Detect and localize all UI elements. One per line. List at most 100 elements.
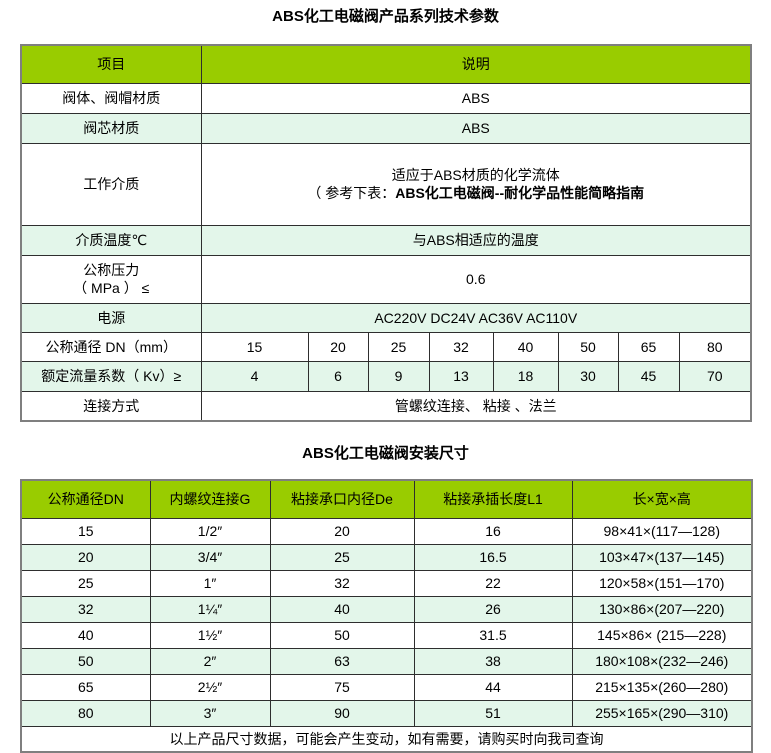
install-dims-title: ABS化工电磁阀安装尺寸 [302, 445, 469, 462]
table-row: 80 3″ 90 51 255×165×(290—310) [20, 699, 753, 727]
kv-value: 13 [428, 360, 494, 392]
dn-value: 25 [367, 331, 430, 362]
param-value: ABS [200, 82, 752, 114]
header-item: 项目 [20, 44, 202, 84]
tech-params-title: ABS化工电磁阀产品系列技术参数 [272, 8, 499, 25]
cell-thread: 3/4″ [149, 543, 271, 571]
install-dims-table: 公称通径DN 内螺纹连接G 粘接承口内径De 粘接承插长度L1 长×宽×高 15… [20, 479, 753, 753]
table-row: 32 1¼″ 40 26 130×86×(207—220) [20, 595, 753, 623]
cell-lwh: 255×165×(290—310) [571, 699, 753, 727]
kv-value: 45 [617, 360, 680, 392]
cell-dn: 40 [20, 621, 151, 649]
dn-value: 65 [617, 331, 680, 362]
param-value: 适应于ABS材质的化学流体 （ 参考下表：ABS化工电磁阀--耐化学品性能简略指… [200, 142, 752, 226]
cell-thread: 2½″ [149, 673, 271, 701]
cell-de: 32 [269, 569, 415, 597]
table-row-power: 电源 AC220V DC24V AC36V AC110V [20, 302, 752, 333]
cell-l1: 26 [413, 595, 573, 623]
table-row: 20 3/4″ 25 16.5 103×47×(137—145) [20, 543, 753, 571]
table-row-pressure: 公称压力 （ MPa ） ≤ 0.6 [20, 254, 752, 304]
cell-dn: 65 [20, 673, 151, 701]
param-label: 介质温度℃ [20, 224, 202, 256]
cell-l1: 31.5 [413, 621, 573, 649]
table-row: 65 2½″ 75 44 215×135×(260—280) [20, 673, 753, 701]
table-row-dn: 公称通径 DN（mm） 15 20 25 32 40 50 65 80 [20, 331, 752, 362]
cell-de: 25 [269, 543, 415, 571]
cell-dn: 50 [20, 647, 151, 675]
cell-thread: 1¼″ [149, 595, 271, 623]
cell-lwh: 98×41×(117—128) [571, 517, 753, 545]
table-row: 15 1/2″ 20 16 98×41×(117—128) [20, 517, 753, 545]
kv-value: 30 [557, 360, 619, 392]
table-row-work-medium: 工作介质 适应于ABS材质的化学流体 （ 参考下表：ABS化工电磁阀--耐化学品… [20, 142, 752, 226]
cell-dn: 80 [20, 699, 151, 727]
header-thread-g: 内螺纹连接G [149, 479, 271, 519]
kv-value: 70 [678, 360, 752, 392]
cell-l1: 51 [413, 699, 573, 727]
table-header-row: 项目 说明 [20, 44, 752, 84]
param-label: 连接方式 [20, 390, 202, 422]
work-medium-line2-bold: ABS化工电磁阀--耐化学品性能简略指南 [395, 185, 645, 201]
cell-dn: 20 [20, 543, 151, 571]
cell-thread: 1½″ [149, 621, 271, 649]
cell-l1: 22 [413, 569, 573, 597]
param-label: 阀体、阀帽材质 [20, 82, 202, 114]
footer-note: 以上产品尺寸数据，可能会产生变动，如有需要，请购买时向我司查询 [20, 725, 753, 753]
cell-lwh: 130×86×(207—220) [571, 595, 753, 623]
table-footer-row: 以上产品尺寸数据，可能会产生变动，如有需要，请购买时向我司查询 [20, 725, 753, 753]
dn-value: 40 [492, 331, 559, 362]
param-value: 与ABS相适应的温度 [200, 224, 752, 256]
cell-l1: 38 [413, 647, 573, 675]
cell-de: 20 [269, 517, 415, 545]
cell-lwh: 145×86× (215—228) [571, 621, 753, 649]
header-socket-de: 粘接承口内径De [269, 479, 415, 519]
work-medium-line2-prefix: （ 参考下表： [307, 185, 396, 201]
param-label: 额定流量系数（ Kv）≥ [20, 360, 202, 392]
kv-value: 18 [492, 360, 559, 392]
param-label: 工作介质 [20, 142, 202, 226]
param-label: 阀芯材质 [20, 112, 202, 144]
pressure-label-line1: 公称压力 [83, 262, 140, 278]
header-description: 说明 [200, 44, 752, 84]
cell-dn: 15 [20, 517, 151, 545]
cell-de: 40 [269, 595, 415, 623]
param-value: ABS [200, 112, 752, 144]
param-value: 0.6 [200, 254, 752, 304]
cell-de: 63 [269, 647, 415, 675]
cell-thread: 1/2″ [149, 517, 271, 545]
cell-lwh: 215×135×(260—280) [571, 673, 753, 701]
tech-params-table: 项目 说明 阀体、阀帽材质 ABS 阀芯材质 ABS 工作介质 适应于ABS材质… [20, 44, 752, 422]
param-label: 公称压力 （ MPa ） ≤ [20, 254, 202, 304]
cell-de: 90 [269, 699, 415, 727]
cell-lwh: 180×108×(232—246) [571, 647, 753, 675]
table-row-kv: 额定流量系数（ Kv）≥ 4 6 9 13 18 30 45 70 [20, 360, 752, 392]
cell-l1: 16.5 [413, 543, 573, 571]
dn-value: 15 [200, 331, 309, 362]
kv-value: 4 [200, 360, 309, 392]
cell-thread: 2″ [149, 647, 271, 675]
param-label: 电源 [20, 302, 202, 333]
kv-value: 9 [367, 360, 430, 392]
cell-thread: 3″ [149, 699, 271, 727]
work-medium-line1: 适应于ABS材质的化学流体 [391, 167, 560, 183]
param-value: AC220V DC24V AC36V AC110V [200, 302, 752, 333]
table-row-valve-body: 阀体、阀帽材质 ABS [20, 82, 752, 114]
dn-value: 50 [557, 331, 619, 362]
header-insert-l1: 粘接承插长度L1 [413, 479, 573, 519]
cell-lwh: 103×47×(137—145) [571, 543, 753, 571]
table-header-row: 公称通径DN 内螺纹连接G 粘接承口内径De 粘接承插长度L1 长×宽×高 [20, 479, 753, 519]
param-value: 管螺纹连接、 粘接 、法兰 [200, 390, 752, 422]
table-row: 40 1½″ 50 31.5 145×86× (215—228) [20, 621, 753, 649]
cell-de: 75 [269, 673, 415, 701]
table-row: 50 2″ 63 38 180×108×(232—246) [20, 647, 753, 675]
dn-value: 80 [678, 331, 752, 362]
header-dn: 公称通径DN [20, 479, 151, 519]
table-row-connection: 连接方式 管螺纹连接、 粘接 、法兰 [20, 390, 752, 422]
cell-lwh: 120×58×(151—170) [571, 569, 753, 597]
cell-l1: 16 [413, 517, 573, 545]
cell-de: 50 [269, 621, 415, 649]
cell-l1: 44 [413, 673, 573, 701]
table-row-valve-core: 阀芯材质 ABS [20, 112, 752, 144]
param-label: 公称通径 DN（mm） [20, 331, 202, 362]
dn-value: 32 [428, 331, 494, 362]
